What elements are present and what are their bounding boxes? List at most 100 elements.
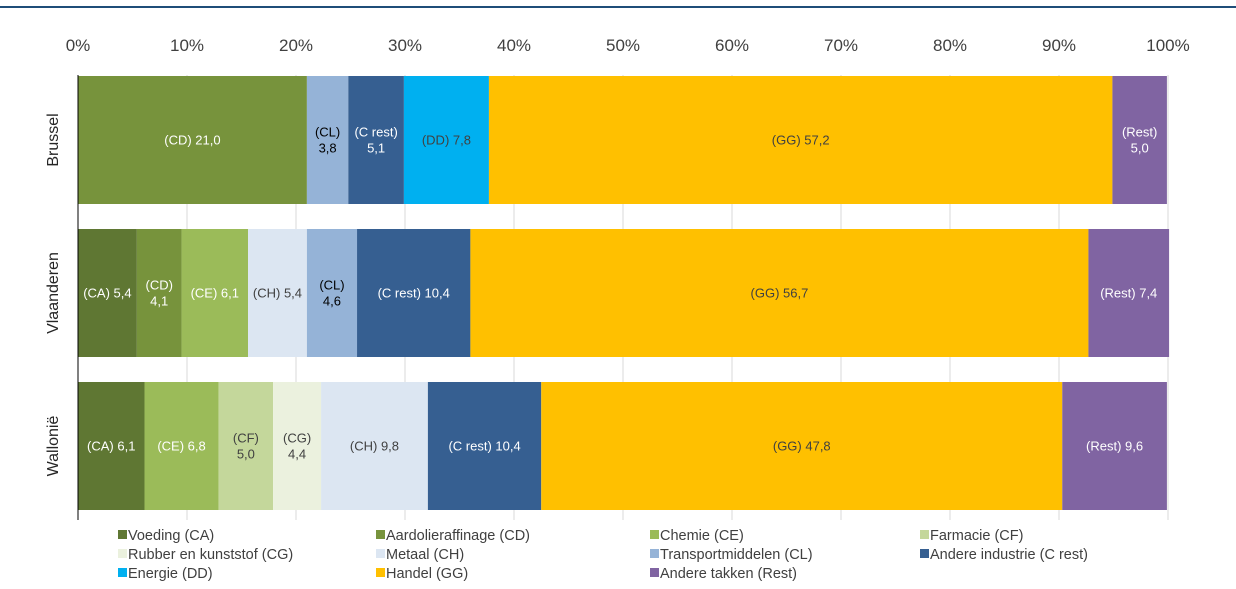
category-labels: Brussel Vlaanderen Wallonië <box>45 113 62 476</box>
bar-segment <box>1112 76 1167 204</box>
legend-item: Transportmiddelen (CL) <box>650 547 813 563</box>
x-tick-label: 40% <box>497 36 531 55</box>
bar-segment <box>306 229 358 357</box>
legend-item: Aardolieraffinage (CD) <box>376 528 530 544</box>
x-tick-label: 30% <box>388 36 422 55</box>
legend-swatch <box>118 568 127 577</box>
bar-segment <box>306 76 349 204</box>
legend-swatch <box>376 568 385 577</box>
data-label: (DD) 7,8 <box>422 133 471 148</box>
legend-label: Handel (GG) <box>386 566 468 582</box>
data-label: 4,1 <box>150 294 168 309</box>
data-label: (Rest) 9,6 <box>1086 439 1143 454</box>
data-label: (C rest) <box>354 125 397 140</box>
category-label: Vlaanderen <box>45 252 62 334</box>
bar-segment <box>1088 229 1170 357</box>
legend-item: Rubber en kunststof (CG) <box>118 547 293 563</box>
bar-segment <box>403 76 489 204</box>
legend-item: Handel (GG) <box>376 566 468 582</box>
legend-swatch <box>650 530 659 539</box>
legend-label: Aardolieraffinage (CD) <box>386 528 530 544</box>
data-label: 5,0 <box>237 447 255 462</box>
data-label: (C rest) 10,4 <box>448 439 520 454</box>
legend-swatch <box>920 530 929 539</box>
data-label: (Rest) <box>1122 125 1157 140</box>
legend-label: Transportmiddelen (CL) <box>660 547 813 563</box>
x-tick-label: 100% <box>1146 36 1189 55</box>
data-label: (CA) 6,1 <box>87 439 135 454</box>
x-tick-label: 50% <box>606 36 640 55</box>
legend-label: Farmacie (CF) <box>930 528 1023 544</box>
data-label: 4,4 <box>288 447 306 462</box>
data-label: (CE) 6,1 <box>191 286 239 301</box>
legend-item: Voeding (CA) <box>118 528 214 544</box>
x-tick-label: 90% <box>1042 36 1076 55</box>
legend-item: Farmacie (CF) <box>920 528 1023 544</box>
data-label: 4,6 <box>323 294 341 309</box>
legend-label: Andere takken (Rest) <box>660 566 797 582</box>
x-axis-tick-labels: 0% 10% 20% 30% 40% 50% 60% 70% 80% 90% 100% <box>66 36 1190 55</box>
category-label: Wallonië <box>45 416 62 477</box>
x-tick-label: 20% <box>279 36 313 55</box>
data-label: (CE) 6,8 <box>157 439 205 454</box>
legend-swatch <box>118 549 127 558</box>
legend-item: Andere industrie (C rest) <box>920 547 1088 563</box>
bar-segment <box>248 229 307 357</box>
bar-segment <box>181 229 249 357</box>
legend-label: Energie (DD) <box>128 566 213 582</box>
data-label: (CG) <box>283 431 311 446</box>
legend-item: Chemie (CE) <box>650 528 744 544</box>
data-label: 5,0 <box>1131 141 1149 156</box>
legend-swatch <box>376 530 385 539</box>
data-label: (C rest) 10,4 <box>378 286 450 301</box>
x-tick-label: 60% <box>715 36 749 55</box>
bar-segment <box>470 229 1089 357</box>
data-label: (GG) 57,2 <box>772 133 830 148</box>
legend-item: Energie (DD) <box>118 566 213 582</box>
x-tick-label: 10% <box>170 36 204 55</box>
legend-swatch <box>650 568 659 577</box>
bar-segment <box>321 382 428 510</box>
legend: Voeding (CA) Aardolieraffinage (CD) Chemie… <box>118 528 1088 582</box>
legend-swatch <box>920 549 929 558</box>
bar-segment <box>78 382 145 510</box>
category-label: Brussel <box>45 113 62 166</box>
bar-segment <box>541 382 1063 510</box>
bar-segment <box>1062 382 1167 510</box>
bar-segment <box>348 76 404 204</box>
legend-swatch <box>650 549 659 558</box>
bar-segment <box>78 76 307 204</box>
data-label: 3,8 <box>319 141 337 156</box>
data-label: (CF) <box>233 431 259 446</box>
bar-segment <box>488 76 1113 204</box>
data-label: (CH) 9,8 <box>350 439 399 454</box>
x-tick-label: 80% <box>933 36 967 55</box>
data-label: (CD) <box>145 278 172 293</box>
bar-segment <box>136 229 182 357</box>
data-label: (CH) 5,4 <box>253 286 302 301</box>
bar-segment <box>144 382 219 510</box>
legend-item: Metaal (CH) <box>376 547 464 563</box>
bar-segment <box>357 229 471 357</box>
data-label: (CD) 21,0 <box>164 133 220 148</box>
data-label: (CL) <box>315 125 340 140</box>
bar-segment <box>273 382 322 510</box>
x-tick-label: 0% <box>66 36 91 55</box>
legend-label: Rubber en kunststof (CG) <box>128 547 293 563</box>
data-label: (GG) 56,7 <box>751 286 809 301</box>
legend-label: Voeding (CA) <box>128 528 214 544</box>
legend-swatch <box>376 549 385 558</box>
bar-segment <box>218 382 274 510</box>
bar-segment <box>427 382 542 510</box>
data-label: (CL) <box>319 278 344 293</box>
data-label: 5,1 <box>367 141 385 156</box>
legend-label: Metaal (CH) <box>386 547 464 563</box>
bars: (CD) 21,0(CL)3,8(C rest)5,1(DD) 7,8 (GG) … <box>78 76 1170 510</box>
legend-swatch <box>118 530 127 539</box>
legend-label: Andere industrie (C rest) <box>930 547 1088 563</box>
legend-item: Andere takken (Rest) <box>650 566 797 582</box>
data-label: (GG) 47,8 <box>773 439 831 454</box>
bar-segment <box>78 229 137 357</box>
x-tick-label: 70% <box>824 36 858 55</box>
